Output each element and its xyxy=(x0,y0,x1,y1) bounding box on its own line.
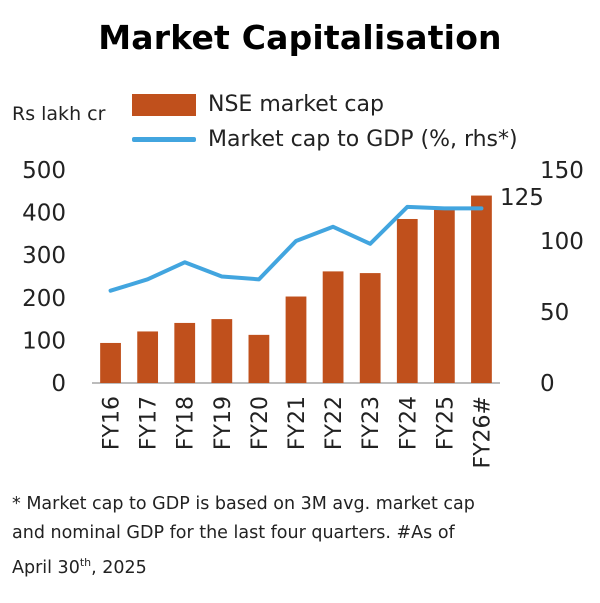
y-axis-unit-label: Rs lakh cr xyxy=(12,103,106,125)
bar-fy26 xyxy=(471,195,492,383)
x-tick-label-fy18: FY18 xyxy=(174,396,199,450)
bar-fy20 xyxy=(248,334,270,383)
legend-bar-swatch xyxy=(132,93,196,116)
x-tick-label-fy22: FY22 xyxy=(322,396,347,450)
x-tick-label-fy19: FY19 xyxy=(211,396,236,450)
y2-tick-label-150: 150 xyxy=(540,158,584,184)
x-tick-label-fy21: FY21 xyxy=(285,396,310,450)
x-tick-label-fy24: FY24 xyxy=(396,396,421,450)
y2-tick-label-50: 50 xyxy=(540,300,569,326)
footnote-date-suffix: th xyxy=(79,556,92,569)
footnote-year: , 2025 xyxy=(91,557,147,578)
y-tick-label-300: 300 xyxy=(22,243,66,269)
bar-fy24 xyxy=(396,218,418,383)
x-tick-label-fy16: FY16 xyxy=(100,396,125,450)
y-tick-label-400: 400 xyxy=(22,201,66,227)
y-tick-label-0: 0 xyxy=(51,371,66,397)
x-tick-label-fy26: FY26# xyxy=(470,396,495,469)
bar-fy19 xyxy=(211,319,233,383)
gdp-ratio-line xyxy=(108,204,484,293)
bar-fy23 xyxy=(359,273,381,383)
legend-label-market-cap: NSE market cap xyxy=(208,92,384,117)
y-tick-label-100: 100 xyxy=(22,328,66,354)
bar-fy22 xyxy=(322,271,344,383)
footnote-line-3: April 30th, 2025 xyxy=(12,548,590,583)
bar-fy18 xyxy=(174,322,196,383)
bar-fy17 xyxy=(137,331,159,383)
footnote: * Market cap to GDP is based on 3M avg. … xyxy=(12,490,590,583)
legend-label-gdp-ratio: Market cap to GDP (%, rhs*) xyxy=(208,127,518,152)
bar-fy21 xyxy=(285,296,307,383)
y2-tick-label-100: 100 xyxy=(540,229,584,255)
line-annotation-125: 125 xyxy=(500,185,544,211)
legend-item-line: Market cap to GDP (%, rhs*) xyxy=(132,127,518,152)
legend-line-swatch xyxy=(132,137,196,142)
footnote-date: April 30 xyxy=(12,557,80,578)
legend-item-bars: NSE market cap xyxy=(132,92,384,117)
footnote-line-2: and nominal GDP for the last four quarte… xyxy=(12,523,455,543)
y-tick-label-500: 500 xyxy=(22,158,66,184)
bar-fy25 xyxy=(433,207,455,383)
x-tick-label-fy23: FY23 xyxy=(359,396,384,450)
bar-fy16 xyxy=(100,342,121,383)
y2-tick-label-0: 0 xyxy=(540,371,555,397)
x-tick-label-fy17: FY17 xyxy=(137,396,162,450)
x-tick-label-fy25: FY25 xyxy=(433,396,458,450)
chart-title: Market Capitalisation xyxy=(98,18,502,57)
x-tick-label-fy20: FY20 xyxy=(248,396,273,450)
y-tick-label-200: 200 xyxy=(22,286,66,312)
footnote-line-1: * Market cap to GDP is based on 3M avg. … xyxy=(12,494,475,514)
